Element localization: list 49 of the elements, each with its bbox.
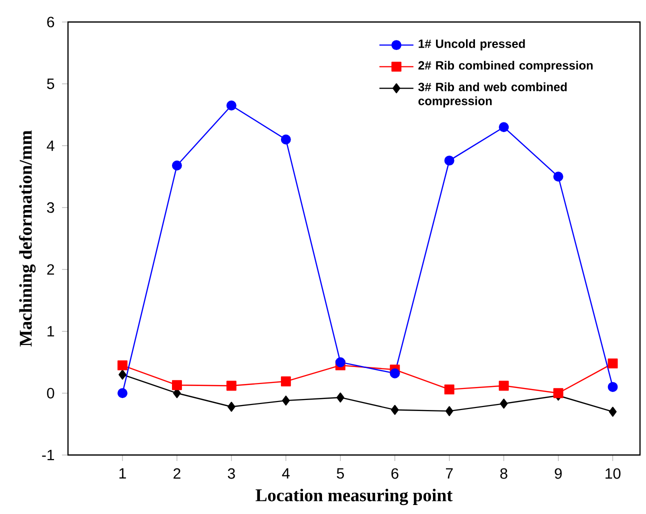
y-tick-label: 6 [47,16,54,28]
point [608,406,617,417]
point [444,384,454,394]
point [280,134,291,145]
x-tick-label: 2 [174,468,180,479]
x-tick-label: 7 [446,468,453,479]
point [335,357,346,368]
point [172,160,182,170]
x-axis-title: Location measuring point [256,488,453,506]
point [608,382,618,392]
y-tick-label: 2 [47,264,54,275]
point [608,358,618,368]
x-tick-label: 5 [336,468,344,479]
x-tick-label: 4 [282,468,290,479]
point [280,376,291,386]
y-tick-label: 3 [47,202,54,213]
point [226,100,236,110]
x-tick-label: 10 [606,468,620,479]
legend-label: 2# Rib combined compression [418,60,593,72]
point [172,380,182,390]
x-tick-label: 6 [391,468,398,479]
x-tick-label: 3 [228,468,235,479]
y-tick-label: 0 [47,388,54,398]
point [117,360,128,370]
point [336,392,344,402]
x-tick-label: 9 [554,468,562,479]
point [226,380,236,391]
y-tick-label: 5 [47,78,54,90]
point [282,396,290,406]
y-axis-title: Machining deformation/mm [19,130,36,347]
point [445,406,454,416]
point [390,404,399,415]
x-tick-label: 8 [500,468,508,479]
point [118,370,126,380]
y-tick-label: 1 [48,326,54,336]
point [498,380,509,391]
legend-label: 3# Rib and web combined compression [418,82,567,108]
point [117,388,128,398]
point [498,122,509,132]
point [500,398,508,409]
point [390,368,400,378]
point [444,156,454,166]
point [553,172,564,182]
x-tick-label: 1 [119,468,126,479]
point [228,402,236,412]
y-tick-label: -1 [42,450,54,460]
legend-label: 1# Uncold pressed [418,39,525,50]
y-tick-label: 4 [46,140,54,151]
point [553,388,564,398]
